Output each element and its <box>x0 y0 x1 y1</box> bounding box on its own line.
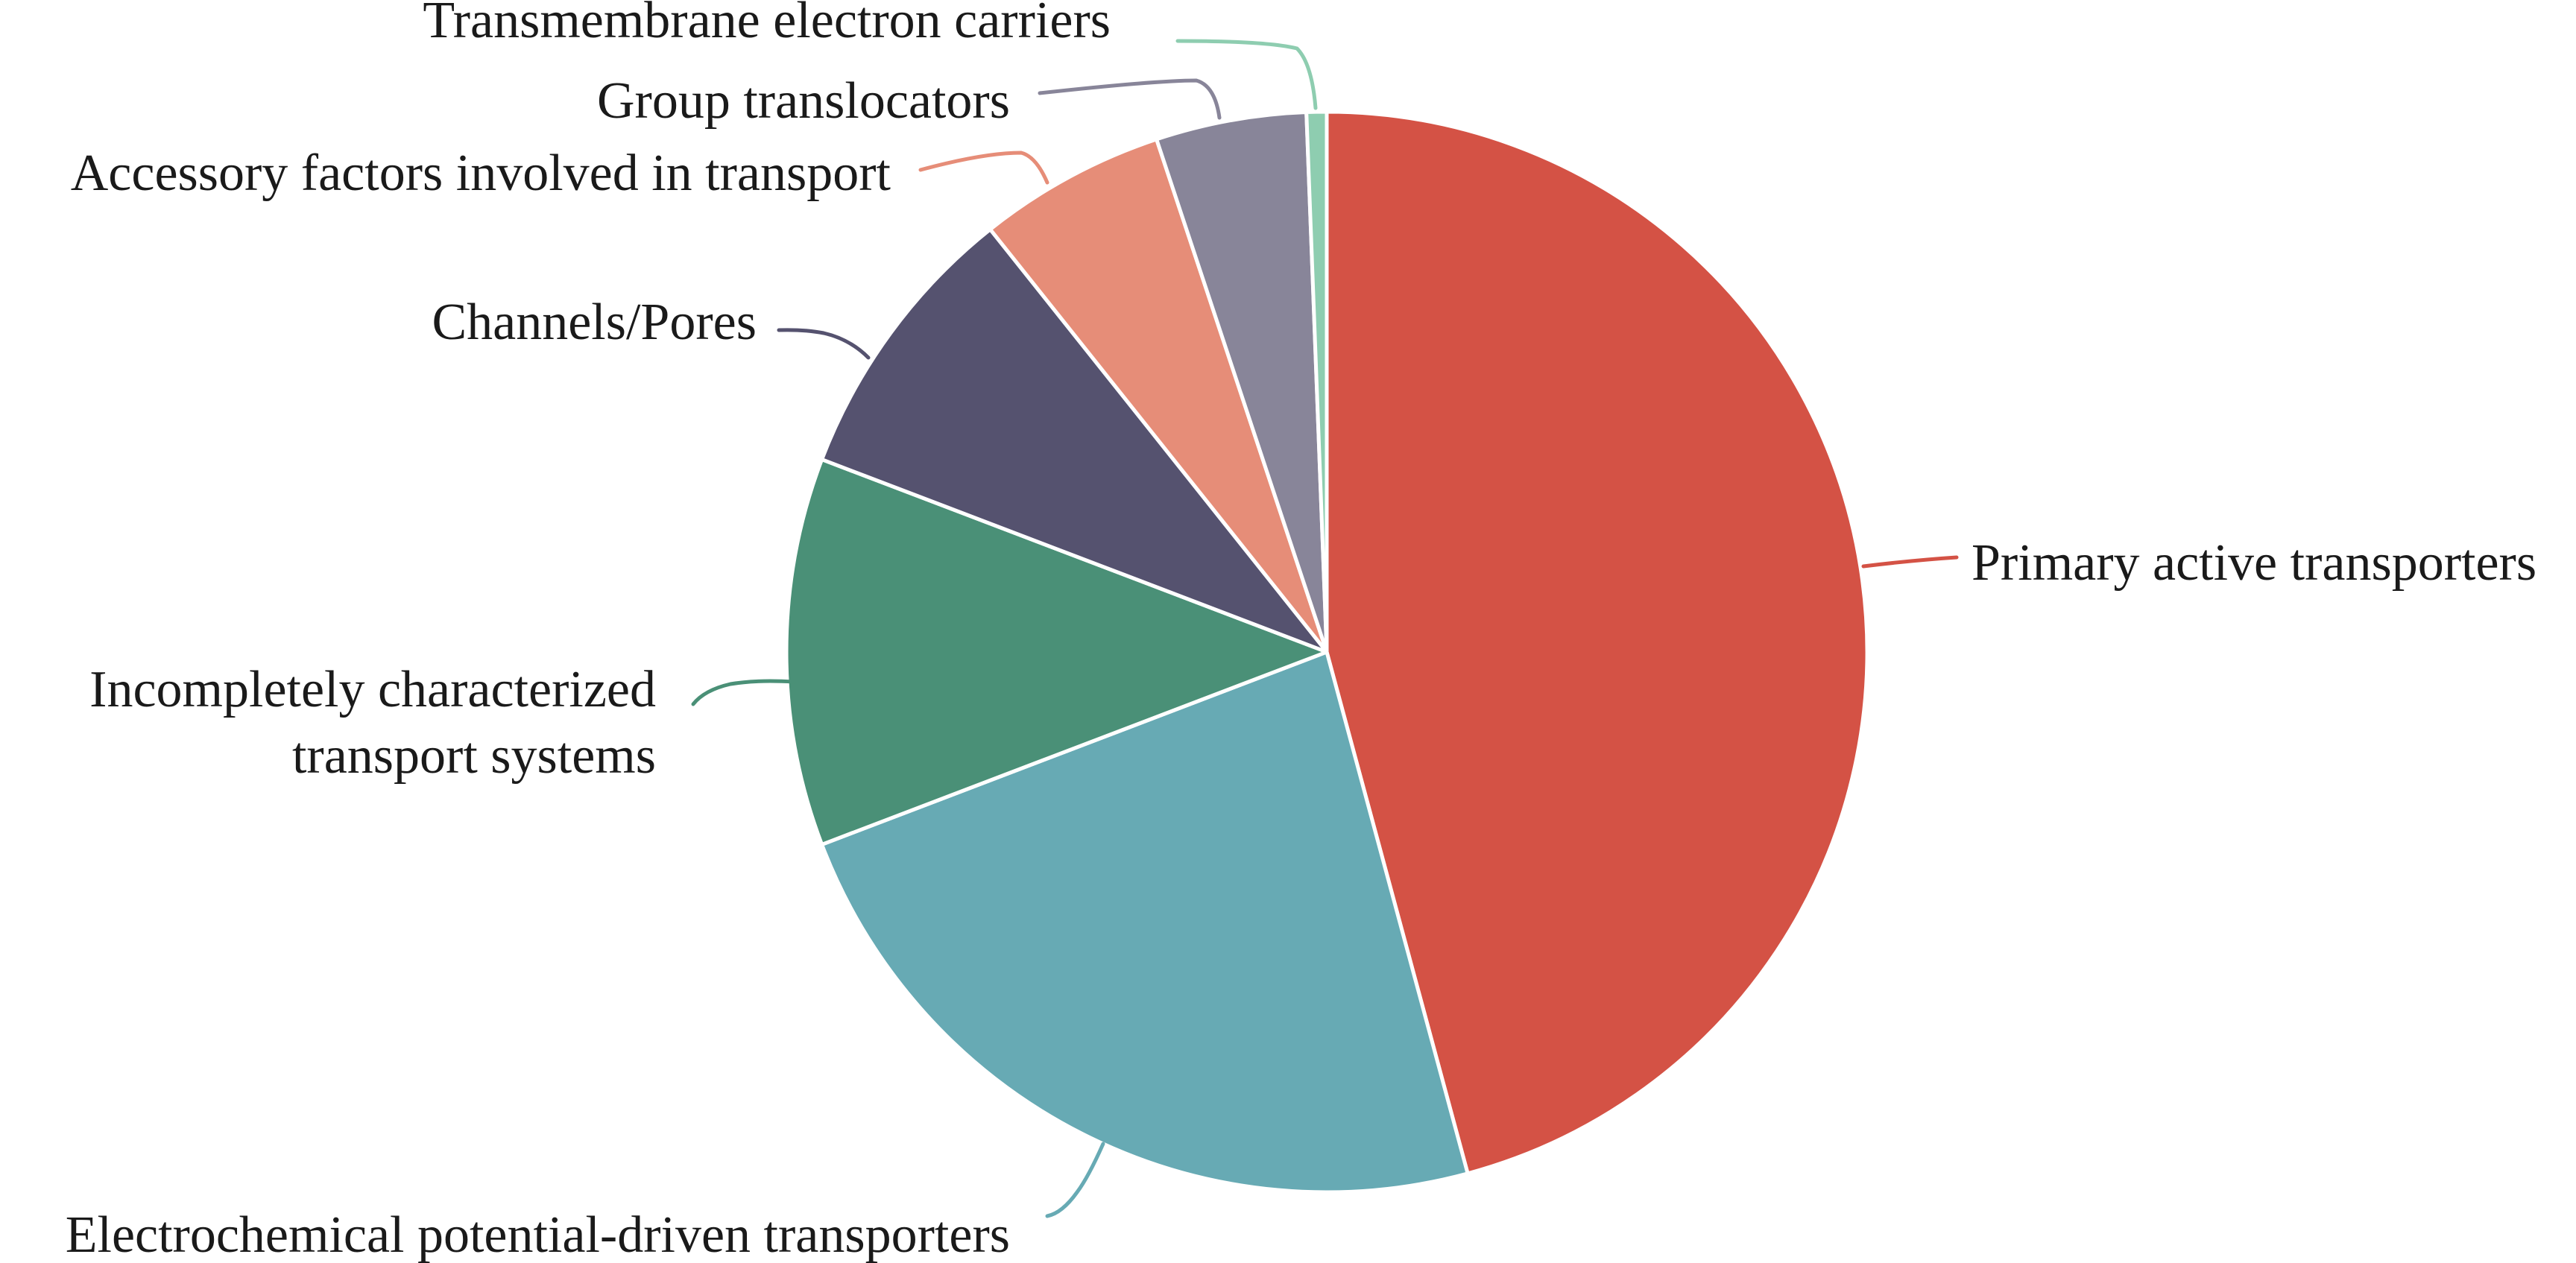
pie-slice-accessory-factors-involved-in-transport <box>988 137 1329 654</box>
leader-line-channels-pores <box>777 328 871 360</box>
pie-slice-incompletely-characterized-transport-systems <box>784 458 1329 846</box>
slice-label-channels-pores: Channels/Pores <box>432 294 757 351</box>
leader-lines <box>691 39 1959 1218</box>
slice-label-electrochemical-potential-driven-transporters: Electrochemical potential-driven transpo… <box>66 1206 1010 1263</box>
slice-label-transmembrane-electron-carriers: Transmembrane electron carriers <box>423 0 1111 49</box>
slice-labels: Primary active transporters Electrochemic… <box>66 0 2536 1263</box>
leader-line-incompletely-characterized-transport-systems <box>691 679 796 706</box>
slice-label-incompletely-characterized-transport-systems: Incompletely characterized transport syst… <box>89 661 656 785</box>
pie-slices <box>784 110 1869 1194</box>
leader-line-primary-active-transporters <box>1861 555 1959 569</box>
leader-line-transmembrane-electron-carriers <box>1175 39 1318 110</box>
pie-slice-group-translocators <box>1155 110 1329 654</box>
leader-line-group-translocators <box>1038 78 1222 120</box>
pie-slice-electrochemical-potential-driven-transporters <box>820 650 1470 1194</box>
leader-line-accessory-factors-involved-in-transport <box>918 151 1049 185</box>
slice-label-primary-active-transporters: Primary active transporters <box>1972 534 2536 592</box>
pie-slice-channels-pores <box>820 227 1329 654</box>
slice-label-group-translocators: Group translocators <box>597 72 1010 130</box>
slice-label-accessory-factors-involved-in-transport: Accessory factors involved in transport <box>71 145 891 202</box>
leader-line-electrochemical-potential-driven-transporters <box>1045 1142 1105 1218</box>
pie-slice-primary-active-transporters <box>1325 110 1869 1176</box>
pie-slice-transmembrane-electron-carriers <box>1304 110 1329 654</box>
